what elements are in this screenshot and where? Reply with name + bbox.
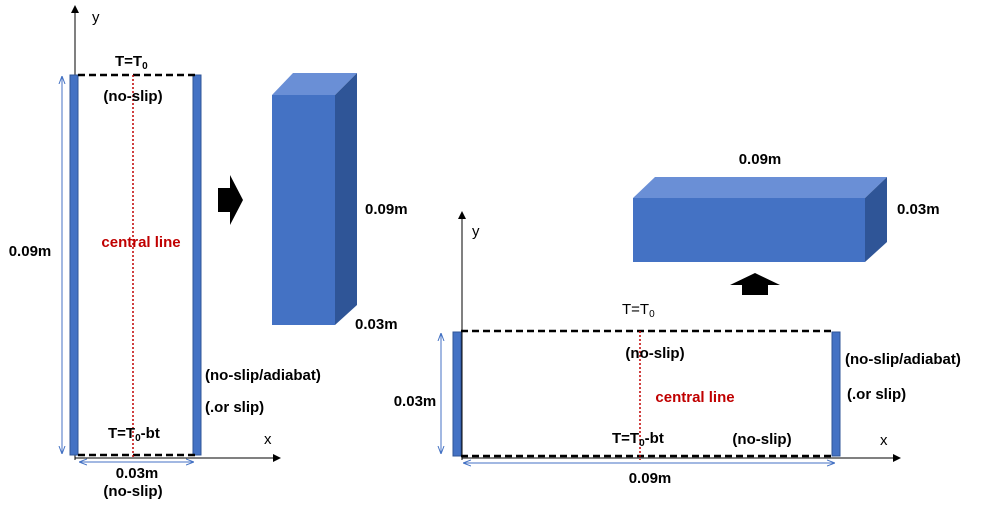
side-bc: (no-slip/adiabat)	[845, 351, 961, 368]
side-alt: (.or slip)	[205, 399, 264, 416]
top-bc: (no-slip)	[103, 88, 162, 105]
width-label: 0.03m	[116, 465, 159, 482]
bottom-bc: (no-slip)	[103, 483, 162, 500]
axis-label: y	[92, 9, 100, 26]
central-line-label: central line	[655, 389, 734, 406]
wall	[452, 331, 462, 457]
bottom-temp: T=T0-bt	[108, 425, 160, 444]
box-top	[633, 177, 887, 198]
height-label: 0.03m	[394, 393, 437, 410]
top-temp: T=T0	[115, 53, 148, 72]
top-bc: (no-slip)	[625, 345, 684, 362]
box-height: 0.09m	[365, 201, 408, 218]
axis-label: x	[880, 432, 888, 449]
arrow	[218, 175, 243, 225]
bottom-bc: (no-slip)	[732, 431, 791, 448]
box-top	[272, 73, 357, 95]
height-label: 0.09m	[9, 243, 52, 260]
central-line-label: central line	[101, 234, 180, 251]
wall	[69, 74, 79, 456]
box-width: 0.09m	[739, 151, 782, 168]
width-label: 0.09m	[629, 470, 672, 487]
box-front	[272, 95, 335, 325]
top-temp: T=T0	[622, 301, 655, 320]
wall	[192, 74, 202, 456]
box-depth: 0.03m	[355, 316, 398, 333]
box-side	[865, 177, 887, 262]
bottom-temp: T=T0-bt	[612, 430, 664, 449]
side-bc: (no-slip/adiabat)	[205, 367, 321, 384]
box-front	[633, 198, 865, 262]
left-setup: y x T=T0 (no-slip) 0.09m central line (n…	[9, 5, 408, 500]
axis-label: x	[264, 431, 272, 448]
right-setup: y x T=T0 (no-slip) 0.03m central line (n…	[394, 151, 961, 487]
box-height: 0.03m	[897, 201, 940, 218]
side-alt: (.or slip)	[847, 386, 906, 403]
wall	[831, 331, 841, 457]
axis-label: y	[472, 223, 480, 240]
arrow	[730, 273, 780, 295]
box-side	[335, 73, 357, 325]
